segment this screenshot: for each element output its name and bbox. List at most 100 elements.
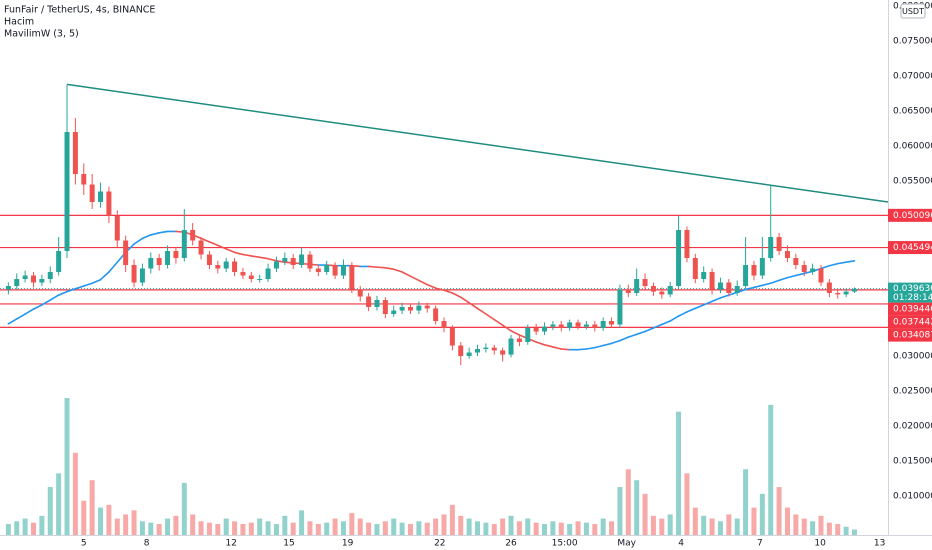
- last-price-tag: [888, 282, 932, 303]
- level-tag: [888, 241, 932, 255]
- candle-body: [466, 352, 472, 357]
- y-tick-label: 0.065000: [893, 107, 932, 117]
- y-tick-label: 0.055000: [893, 177, 932, 187]
- candle-body: [583, 324, 589, 327]
- candle-body: [206, 254, 212, 266]
- x-tick-label: 19: [342, 539, 354, 549]
- indicator-segment: [233, 251, 244, 256]
- y-tick-label: 0.025000: [893, 387, 932, 397]
- indicator-segment: [761, 282, 772, 287]
- candle-body: [533, 328, 539, 332]
- indicator-segment: [577, 348, 588, 351]
- volume-bar: [709, 518, 715, 535]
- candle-body: [357, 289, 363, 297]
- candle-body: [449, 328, 455, 346]
- volume-bar: [324, 522, 330, 535]
- indicator-segment: [652, 323, 663, 329]
- indicator-segment: [376, 266, 387, 269]
- x-tick-label: 10: [814, 539, 826, 549]
- currency-badge[interactable]: USDT: [900, 3, 926, 19]
- indicator-segment: [686, 307, 697, 313]
- indicator-segment: [401, 271, 412, 278]
- candle-body: [751, 265, 757, 276]
- volume-bar: [131, 510, 137, 535]
- volume-bar: [282, 515, 288, 535]
- volume-bar: [525, 518, 531, 535]
- candle-body: [516, 338, 522, 343]
- volume-bar: [299, 510, 305, 535]
- volume-bar: [31, 522, 37, 535]
- candle-body: [374, 300, 380, 308]
- volume-bar: [391, 518, 397, 535]
- candle-body: [458, 345, 464, 357]
- volume-bar: [851, 529, 857, 535]
- x-tick-label: 12: [225, 539, 236, 549]
- indicator-segment: [535, 341, 546, 346]
- volume-bar: [14, 521, 20, 535]
- indicator-segment: [778, 276, 789, 282]
- candle-body: [181, 230, 187, 259]
- indicator-segment: [610, 339, 621, 345]
- x-tick-label: 13: [874, 539, 885, 549]
- indicator-segment: [133, 237, 144, 245]
- candle-body: [659, 291, 665, 295]
- candle-body: [810, 268, 816, 273]
- indicator-segment: [426, 283, 437, 289]
- volume-bar: [190, 514, 196, 535]
- candle-body: [508, 338, 514, 355]
- volume-bar: [533, 522, 539, 535]
- candle-body: [139, 268, 145, 283]
- indicator-segment: [225, 248, 236, 254]
- candle-body: [14, 279, 20, 287]
- candle-body: [265, 268, 271, 280]
- indicator-segment: [57, 290, 68, 296]
- volume-bar: [600, 518, 606, 535]
- candle-body: [47, 272, 53, 280]
- indicator-segment: [845, 260, 856, 264]
- candle-body: [692, 258, 698, 280]
- candle-body: [843, 291, 849, 295]
- volume-bar: [583, 522, 589, 535]
- indicator-segment: [644, 327, 655, 333]
- candle-body: [734, 286, 740, 294]
- volume-bar: [734, 518, 740, 535]
- level-label: 0.050096: [893, 211, 932, 221]
- candle-body: [634, 279, 640, 294]
- indicator-segment: [602, 342, 613, 347]
- candle-body: [776, 237, 782, 252]
- indicator-segment: [719, 294, 730, 299]
- candle-body: [349, 265, 355, 290]
- indicator-segment: [677, 311, 688, 317]
- price-axis: 0.0800000.0750000.0700000.0650000.060000…: [888, 2, 932, 502]
- volume-bar: [433, 518, 439, 535]
- candle-body: [156, 258, 162, 266]
- volume-bar: [399, 522, 405, 535]
- volume-bar: [793, 514, 799, 535]
- level-tag: [888, 302, 932, 316]
- candle-body: [575, 322, 581, 327]
- indicator-segment: [828, 262, 839, 267]
- volume-bar: [332, 518, 338, 535]
- volume-bar: [165, 518, 171, 535]
- candle-body: [324, 265, 330, 273]
- volume-bar: [106, 504, 112, 535]
- volume-bar: [273, 524, 279, 535]
- indicator-segment: [392, 268, 403, 273]
- indicator-segment: [493, 318, 504, 327]
- volume-bar: [701, 515, 707, 535]
- candle-body: [248, 275, 254, 280]
- y-tick-label: 0.075000: [893, 37, 932, 47]
- volume-bar: [64, 398, 70, 535]
- indicator-segment: [24, 308, 35, 315]
- indicator-segment: [434, 287, 445, 292]
- candle-body: [768, 237, 774, 259]
- volume-bar: [206, 522, 212, 535]
- indicator-segment: [82, 282, 93, 287]
- volume-bar: [382, 521, 388, 535]
- volume-bar: [717, 521, 723, 535]
- candle-body: [407, 307, 413, 311]
- candle-body: [851, 288, 857, 292]
- indicator-segment: [66, 288, 77, 293]
- candle-body: [491, 347, 497, 351]
